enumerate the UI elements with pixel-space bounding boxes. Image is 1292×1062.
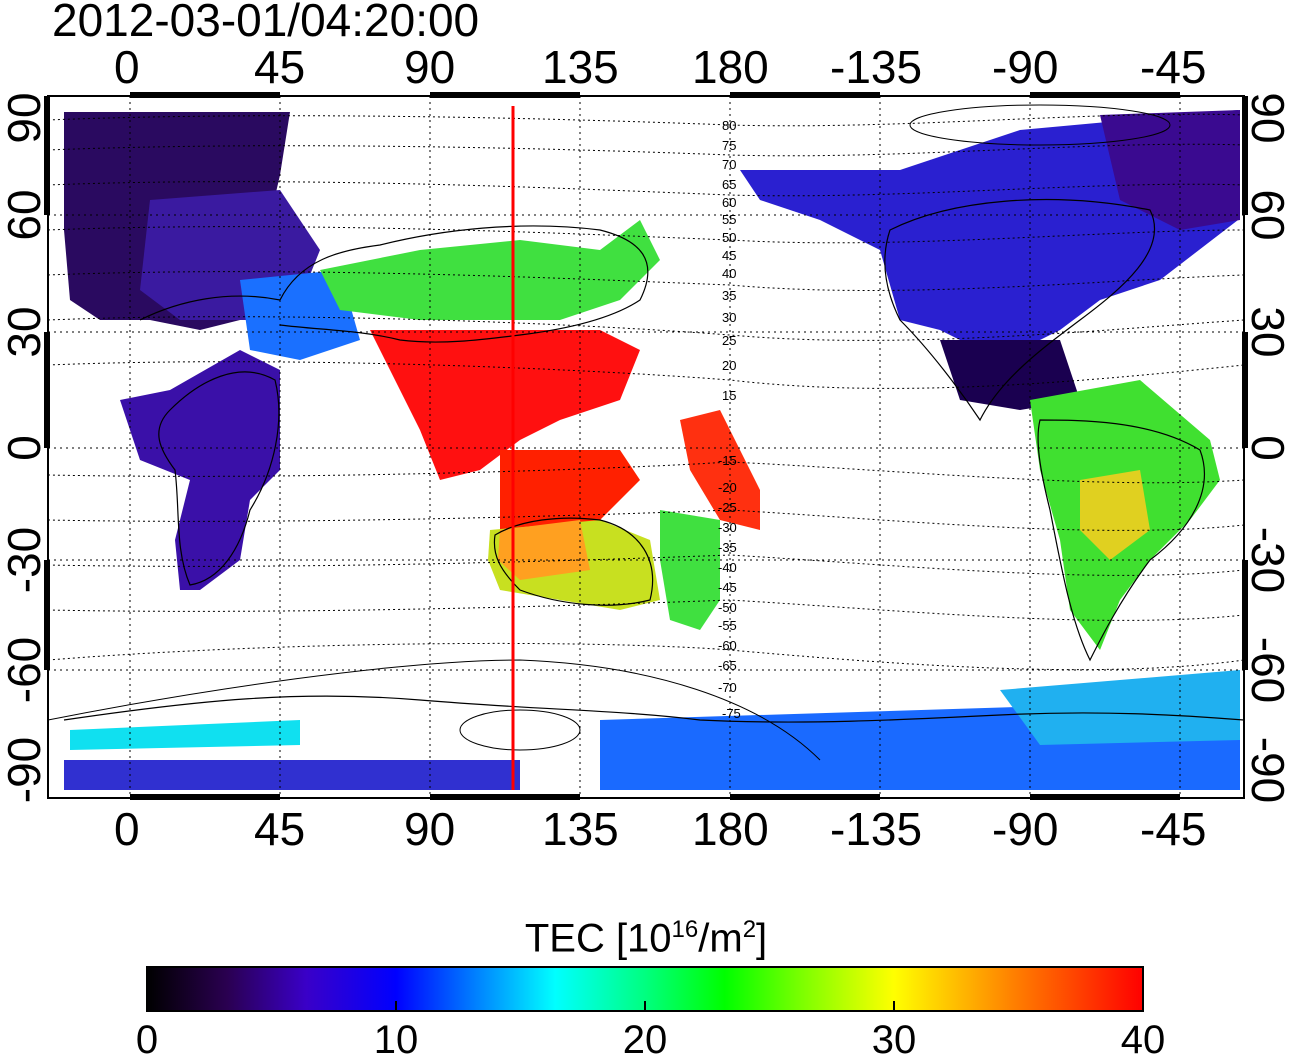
contour-label: -40 (718, 560, 737, 575)
tec-region-asia-red (370, 330, 640, 480)
contour-label: 45 (722, 248, 736, 263)
bottom-lon-tick: 0 (114, 803, 140, 855)
colorbar-tick-label: 40 (1120, 1018, 1166, 1062)
top-lon-tick: 135 (542, 41, 619, 93)
contour-label: -45 (718, 580, 737, 595)
tec-region-south-america-inner (1080, 470, 1150, 560)
frame-tick-bars (44, 92, 1248, 800)
top-lon-tick: -45 (1140, 41, 1207, 93)
colorbar-tick-label: 0 (135, 1018, 159, 1062)
contour-label: 20 (722, 358, 736, 373)
bottom-lon-tick: -135 (830, 803, 923, 855)
tec-region-pacific-red (680, 410, 760, 530)
tec-region-australia-north-red (500, 450, 640, 540)
tec-region-antarctic-cyan (70, 720, 300, 750)
top-lon-tick: 180 (692, 41, 769, 93)
tec-region-africa (120, 350, 280, 590)
tec-region-antarctic-west (64, 760, 520, 790)
colorbar-title: TEC [1016/m2] (0, 906, 1292, 962)
tec-region-mideast (240, 270, 360, 360)
bottom-lon-tick: -45 (1140, 803, 1207, 855)
contour-label: -20 (718, 480, 737, 495)
contour-label: 25 (722, 333, 736, 348)
colorbar-ticks (395, 1001, 895, 1011)
contour-label: 40 (722, 266, 736, 281)
bottom-lon-tick: -90 (992, 803, 1059, 855)
contour-label: -75 (722, 706, 741, 721)
tec-region-central-america (940, 340, 1080, 410)
tec-region-australia-orange (498, 520, 590, 580)
contour-label: -65 (718, 658, 737, 673)
contour-label: 75 (722, 138, 736, 153)
colorbar-title-exponent: 16 (671, 916, 699, 943)
coastlines (63, 198, 1244, 723)
tec-region-asia-green (320, 220, 660, 320)
colorbar-tick-label: 20 (622, 1018, 668, 1062)
contour-label: -35 (718, 540, 737, 555)
colorbar-tick-label: 10 (373, 1018, 419, 1062)
contour-label: -15 (718, 453, 737, 468)
bottom-lon-tick: 135 (542, 803, 619, 855)
contour-label: 70 (722, 157, 736, 172)
magnetic-contours (48, 104, 1244, 761)
tec-data-layer (64, 110, 1240, 790)
top-lon-tick: 45 (254, 41, 306, 93)
top-lon-tick: -90 (992, 41, 1059, 93)
contour-label: 80 (722, 118, 736, 133)
contour-label: -55 (718, 618, 737, 633)
contour-label: -25 (718, 500, 737, 515)
colorbar-title-close: ] (756, 916, 768, 961)
colorbar-title-unit-exponent: 2 (742, 916, 757, 943)
contour-label: 15 (722, 388, 736, 403)
colorbar-title-main: TEC [10 (524, 916, 672, 961)
contour-label: -50 (718, 600, 737, 615)
bottom-lon-tick: 90 (404, 803, 456, 855)
map-grid (48, 96, 1244, 798)
bottom-lon-tick: 180 (692, 803, 769, 855)
bottom-lon-tick: 45 (254, 803, 306, 855)
contour-label: 60 (722, 195, 736, 210)
colorbar-tick-label: 30 (871, 1018, 917, 1062)
contour-label: -70 (718, 680, 737, 695)
tec-region-north-america (740, 110, 1238, 360)
contour-labels: 80 75 70 65 60 55 50 45 40 35 30 25 20 1… (718, 118, 741, 721)
contour-label: 65 (722, 177, 736, 192)
contour-label: 50 (722, 230, 736, 245)
top-lon-tick: -135 (830, 41, 923, 93)
contour-label: 30 (722, 310, 736, 325)
map-timestamp: 2012-03-01/04:20:00 (52, 0, 480, 46)
top-lon-tick: 0 (114, 41, 140, 93)
top-lon-tick: 90 (404, 41, 456, 93)
contour-label: -60 (718, 638, 737, 653)
tec-region-pacific-green (660, 510, 720, 630)
contour-label: 35 (722, 288, 736, 303)
contour-label: 55 (722, 212, 736, 227)
tec-region-greenland (1100, 110, 1240, 230)
contour-label: -30 (718, 520, 737, 535)
colorbar-title-unit: /m (698, 916, 743, 961)
